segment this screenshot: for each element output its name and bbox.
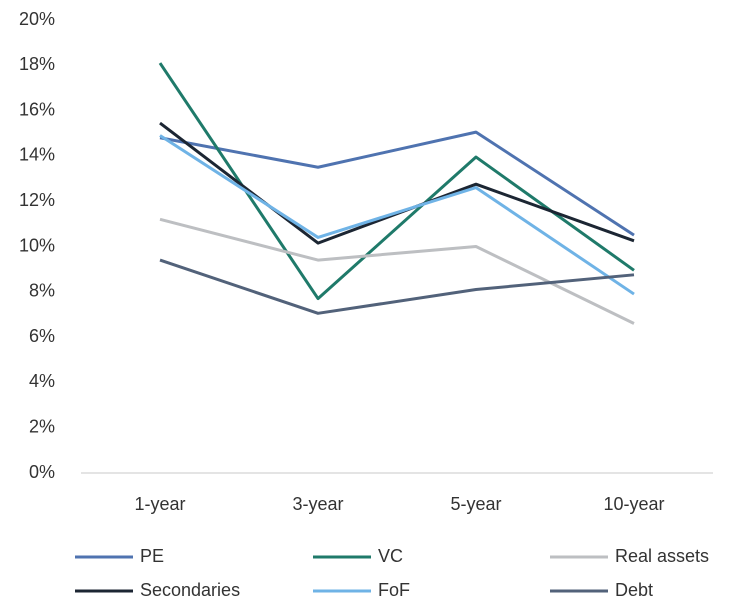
x-tick-label: 1-year: [134, 494, 185, 514]
y-tick-label: 14%: [19, 145, 55, 165]
series-line: [159, 134, 635, 296]
legend-label: VC: [378, 546, 403, 566]
x-tick-label: 10-year: [603, 494, 664, 514]
y-tick-label: 6%: [29, 326, 55, 346]
y-tick-label: 20%: [19, 9, 55, 29]
legend-label: Debt: [615, 580, 653, 600]
series-line: [159, 258, 635, 315]
x-tick-label: 5-year: [450, 494, 501, 514]
y-tick-label: 16%: [19, 99, 55, 119]
legend-label: Secondaries: [140, 580, 240, 600]
legend-label: PE: [140, 546, 164, 566]
legend-label: Real assets: [615, 546, 709, 566]
y-tick-label: 4%: [29, 371, 55, 391]
series-line: [159, 217, 635, 325]
legend-label: FoF: [378, 580, 410, 600]
y-tick-label: 18%: [19, 54, 55, 74]
y-tick-label: 8%: [29, 281, 55, 301]
y-tick-label: 2%: [29, 416, 55, 436]
series-line: [159, 130, 635, 237]
y-tick-label: 0%: [29, 462, 55, 482]
y-tick-label: 10%: [19, 235, 55, 255]
x-tick-label: 3-year: [292, 494, 343, 514]
y-tick-label: 12%: [19, 190, 55, 210]
